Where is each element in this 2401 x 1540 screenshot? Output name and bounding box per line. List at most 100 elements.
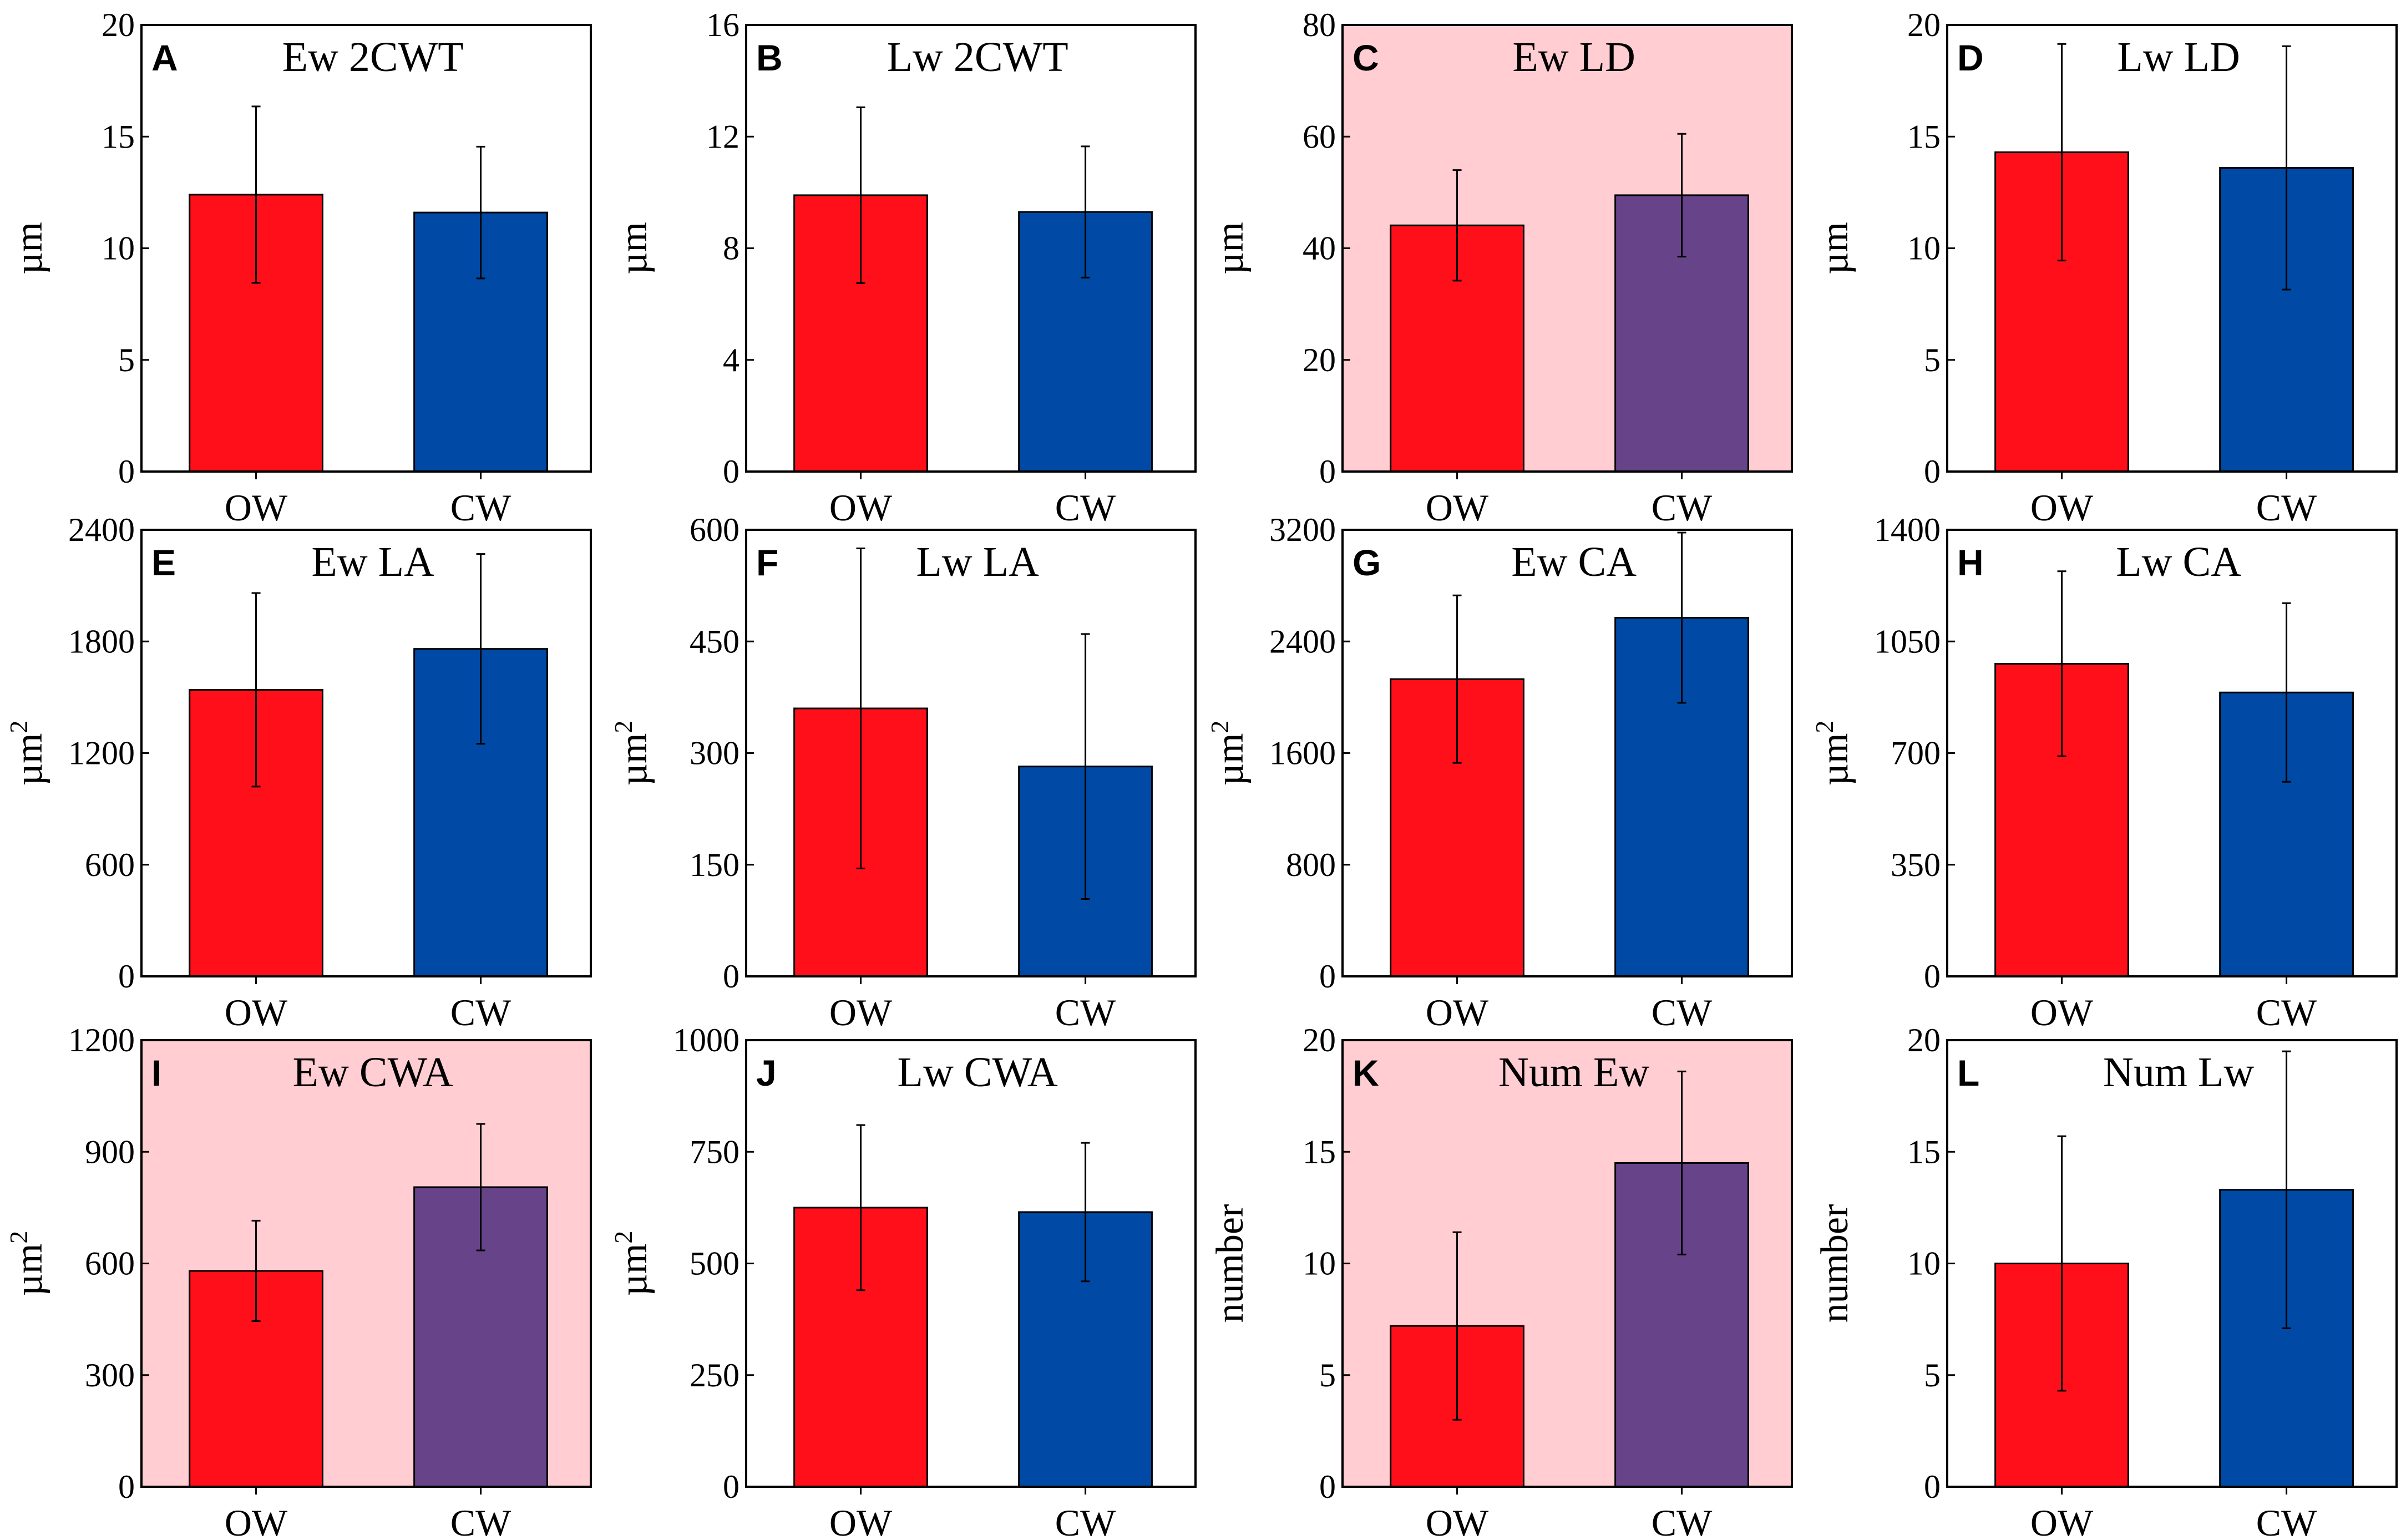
y-tick-label: 0 bbox=[723, 1468, 739, 1505]
y-tick-label: 0 bbox=[723, 958, 739, 995]
chart-panel-k: 0 5 10 15 20 OW CW K Num Ew number bbox=[1209, 1022, 1793, 1540]
chart-panel-g: 0 800 1600 2400 3200 OW CW G Ew CA µm2 bbox=[1205, 511, 1793, 1034]
y-axis-label: µm2 bbox=[1810, 721, 1856, 786]
x-tick-label-cw: CW bbox=[1652, 1502, 1713, 1540]
y-axis-label: µm2 bbox=[1205, 721, 1252, 786]
y-tick-label: 15 bbox=[1907, 1133, 1941, 1170]
y-tick-label: 1000 bbox=[673, 1022, 739, 1058]
y-axis-label: µm bbox=[1814, 222, 1856, 275]
y-tick-label: 10 bbox=[1303, 1245, 1336, 1282]
panel-letter: D bbox=[1957, 37, 1984, 78]
x-tick-label-ow: OW bbox=[225, 487, 288, 529]
plot-frame bbox=[140, 529, 592, 977]
x-tick-label-cw: CW bbox=[1652, 487, 1713, 529]
panel-letter: J bbox=[756, 1052, 777, 1093]
y-axis-label: µm bbox=[8, 222, 50, 275]
plot-frame bbox=[1341, 24, 1793, 473]
y-tick-label: 0 bbox=[118, 453, 135, 490]
y-tick-label: 0 bbox=[1924, 1468, 1941, 1505]
y-tick-label: 600 bbox=[690, 511, 739, 548]
x-tick-label-ow: OW bbox=[2030, 487, 2094, 529]
y-axis-label: µm2 bbox=[4, 1231, 50, 1296]
plot-frame bbox=[745, 1039, 1197, 1488]
x-tick-label-cw: CW bbox=[450, 991, 511, 1034]
chart-panel-l: 0 5 10 15 20 OW CW L Num Lw number bbox=[1814, 1022, 2398, 1540]
y-tick-label: 5 bbox=[1924, 1357, 1941, 1394]
y-tick-label: 0 bbox=[1319, 1468, 1336, 1505]
chart-panel-f: 0 150 300 450 600 OW CW F Lw LA µm2 bbox=[609, 511, 1197, 1034]
y-tick-label: 20 bbox=[1303, 1022, 1336, 1058]
y-tick-label: 300 bbox=[690, 735, 739, 772]
y-tick-label: 600 bbox=[85, 1245, 135, 1282]
chart-panel-b: 0 4 8 12 16 OW CW B Lw 2CWT µm bbox=[612, 7, 1197, 529]
y-tick-label: 0 bbox=[118, 958, 135, 995]
chart-title: Lw LD bbox=[2117, 34, 2240, 80]
plot-frame bbox=[745, 24, 1197, 473]
y-tick-label: 16 bbox=[706, 7, 739, 43]
chart-title: Lw LA bbox=[916, 539, 1039, 585]
y-tick-label: 450 bbox=[690, 623, 739, 660]
chart-title: Num Ew bbox=[1498, 1049, 1649, 1096]
y-tick-label: 5 bbox=[1319, 1357, 1336, 1394]
y-tick-label: 600 bbox=[85, 847, 135, 883]
y-tick-label: 10 bbox=[102, 230, 135, 267]
panel-letter: L bbox=[1957, 1052, 1979, 1093]
chart-panel-d: 0 5 10 15 20 OW CW D Lw LD µm bbox=[1814, 7, 2398, 529]
x-tick-label-cw: CW bbox=[450, 1502, 511, 1540]
plot-frame bbox=[140, 24, 592, 473]
chart-panel-j: 0 250 500 750 1000 OW CW J Lw CWA µm2 bbox=[609, 1022, 1197, 1540]
panel-letter: C bbox=[1353, 37, 1379, 78]
chart-title: Ew 2CWT bbox=[282, 34, 464, 80]
chart-title: Num Lw bbox=[2103, 1049, 2254, 1096]
panel-letter: K bbox=[1353, 1052, 1379, 1093]
plot-frame bbox=[1946, 1039, 2398, 1488]
y-tick-label: 1050 bbox=[1874, 623, 1941, 660]
y-tick-label: 20 bbox=[1907, 1022, 1941, 1058]
y-tick-label: 1400 bbox=[1874, 511, 1941, 548]
x-tick-label-ow: OW bbox=[1426, 991, 1489, 1034]
chart-panel-a: 0 5 10 15 20 OW CW A Ew 2CWT µm bbox=[8, 7, 592, 529]
x-tick-label-ow: OW bbox=[2030, 1502, 2094, 1540]
x-tick-label-cw: CW bbox=[450, 487, 511, 529]
plot-frame bbox=[1946, 529, 2398, 977]
chart-title: Ew LD bbox=[1512, 34, 1635, 80]
y-axis-label-text: µm bbox=[1209, 733, 1252, 786]
chart-title: Ew CA bbox=[1511, 539, 1637, 585]
y-tick-label: 0 bbox=[118, 1468, 135, 1505]
y-tick-label: 5 bbox=[1924, 342, 1941, 378]
x-tick-label-ow: OW bbox=[225, 1502, 288, 1540]
y-tick-label: 15 bbox=[102, 118, 135, 155]
x-tick-label-ow: OW bbox=[1426, 1502, 1489, 1540]
y-tick-label: 900 bbox=[85, 1133, 135, 1170]
chart-title: Lw CWA bbox=[898, 1049, 1058, 1096]
y-tick-label: 20 bbox=[1907, 7, 1941, 43]
plot-frame bbox=[745, 529, 1197, 977]
y-tick-label: 250 bbox=[690, 1357, 739, 1394]
chart-panel-c: 0 20 40 60 80 OW CW C Ew LD µm bbox=[1209, 7, 1793, 529]
y-tick-label: 750 bbox=[690, 1133, 739, 1170]
y-tick-label: 2400 bbox=[1269, 623, 1336, 660]
panel-letter: I bbox=[151, 1052, 161, 1093]
y-tick-label: 300 bbox=[85, 1357, 135, 1394]
y-axis-label: µm bbox=[612, 222, 655, 275]
x-tick-label-cw: CW bbox=[2256, 991, 2317, 1034]
panel-letter: F bbox=[756, 542, 778, 583]
y-axis-label-superscript: 2 bbox=[1810, 721, 1838, 733]
y-axis-label: number bbox=[1209, 1204, 1252, 1323]
y-tick-label: 800 bbox=[1286, 847, 1336, 883]
y-axis-label-superscript: 2 bbox=[1205, 721, 1234, 733]
y-tick-label: 8 bbox=[723, 230, 739, 267]
chart-panel-e: 0 600 1200 1800 2400 OW CW E Ew LA µm2 bbox=[4, 511, 592, 1034]
y-tick-label: 12 bbox=[706, 118, 739, 155]
y-tick-label: 0 bbox=[1319, 453, 1336, 490]
y-axis-label: number bbox=[1814, 1204, 1856, 1323]
y-tick-label: 1800 bbox=[68, 623, 135, 660]
y-tick-label: 150 bbox=[690, 847, 739, 883]
x-tick-label-ow: OW bbox=[225, 991, 288, 1034]
y-tick-label: 2400 bbox=[68, 511, 135, 548]
y-tick-label: 20 bbox=[102, 7, 135, 43]
y-tick-label: 1200 bbox=[68, 1022, 135, 1058]
y-tick-label: 10 bbox=[1907, 230, 1941, 267]
y-tick-label: 0 bbox=[1924, 453, 1941, 490]
y-tick-label: 1200 bbox=[68, 735, 135, 772]
